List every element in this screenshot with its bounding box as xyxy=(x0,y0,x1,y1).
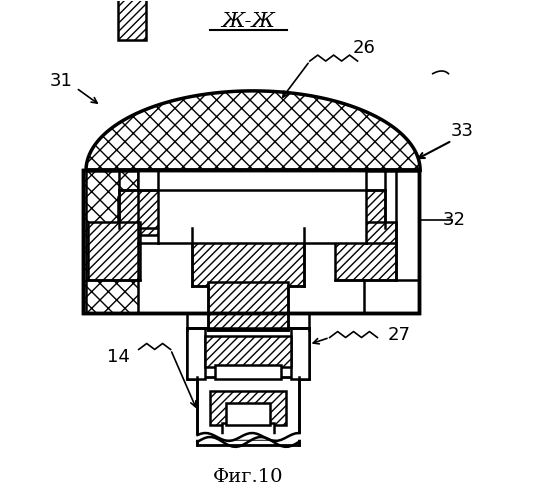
Bar xyxy=(192,228,304,286)
Bar xyxy=(222,423,274,439)
Text: 33: 33 xyxy=(450,122,473,140)
Polygon shape xyxy=(86,91,420,170)
Bar xyxy=(138,170,364,243)
Bar xyxy=(208,282,288,330)
Text: Ж-Ж: Ж-Ж xyxy=(221,12,275,31)
Bar xyxy=(197,378,299,445)
Text: 31: 31 xyxy=(50,72,73,90)
Bar xyxy=(291,328,309,380)
Text: 26: 26 xyxy=(353,39,376,57)
Bar xyxy=(226,403,270,425)
Bar xyxy=(118,198,384,235)
Bar xyxy=(158,170,366,243)
Bar xyxy=(118,0,146,40)
Bar xyxy=(364,170,419,312)
Bar xyxy=(83,170,419,312)
Bar xyxy=(188,328,309,380)
Text: Фиг.10: Фиг.10 xyxy=(213,468,283,485)
Bar xyxy=(83,170,419,312)
Bar xyxy=(138,170,366,243)
Text: 27: 27 xyxy=(388,326,411,344)
Bar xyxy=(215,366,281,380)
Bar xyxy=(188,328,205,380)
Bar xyxy=(119,190,385,228)
Bar xyxy=(88,222,140,280)
Bar xyxy=(205,336,291,368)
Bar xyxy=(210,391,286,425)
Text: 14: 14 xyxy=(107,348,130,366)
Bar xyxy=(83,170,86,312)
Text: 32: 32 xyxy=(442,211,466,229)
Bar xyxy=(334,222,396,280)
Bar xyxy=(83,170,138,312)
